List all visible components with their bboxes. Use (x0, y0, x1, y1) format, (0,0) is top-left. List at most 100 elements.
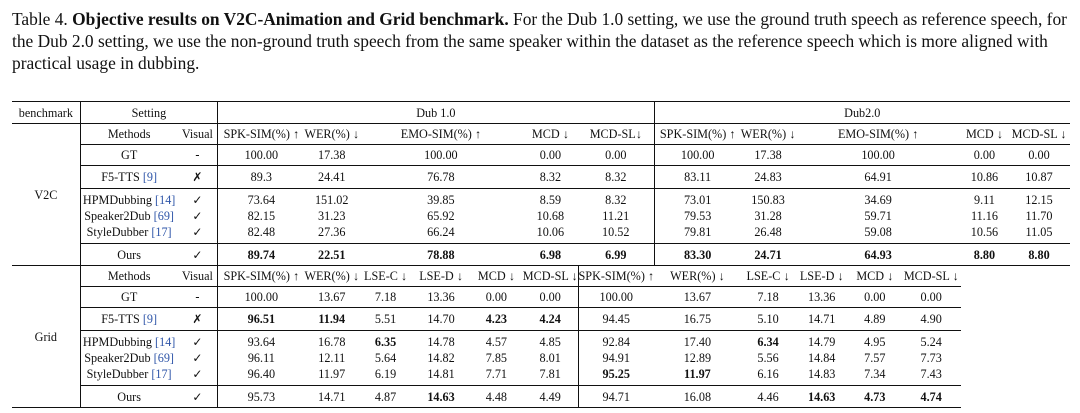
visual-mark: ✗ (177, 165, 219, 189)
value-cell: 4.89 (848, 307, 902, 331)
value-cell: 6.19 (358, 366, 413, 386)
citation-link[interactable]: [14] (155, 335, 176, 349)
value-cell: 6.99 (578, 243, 655, 266)
value-cell: 89.74 (217, 243, 305, 266)
method-label: Ours (117, 247, 141, 262)
value-cell: 6.98 (522, 243, 579, 266)
citation-link[interactable]: [9] (142, 312, 158, 326)
caption-body: For the Dub 1.0 setting, we use the grou… (12, 9, 1067, 73)
value-cell: 65.92 (427, 209, 455, 223)
method-label: GT (121, 148, 138, 162)
citation-link[interactable]: [69] (153, 351, 174, 365)
value-cell: 8.32 (578, 165, 655, 189)
value-cell: 7.18 (358, 286, 413, 308)
value-cell: 7.71 (469, 366, 523, 386)
v2c-columns-row: V2C Methods Visual SPK-SIM(%) ↑ WER(%) ↓ EMO-… (12, 123, 1070, 266)
method-label: Ours (117, 389, 141, 404)
v2c-col-10: MCD ↓ (960, 123, 1008, 145)
method-label: GT (121, 290, 138, 304)
value-cell: 17.38 (304, 144, 359, 166)
value-cell: 6.16 (740, 366, 796, 386)
visual-mark: - (177, 286, 219, 308)
grid-col-11: LSE-D ↓ (795, 265, 849, 287)
value-cell: 6.35 (374, 335, 397, 349)
value-cell: 0.00 (848, 286, 902, 308)
table-row: F5-TTS [9] ✗ 89.3 24.41 76.78 8.32 8.32 83.11 24… (12, 165, 1070, 189)
method-name: HPMDubbing [14] (80, 189, 177, 209)
v2c-col-4: EMO-SIM(%) ↑ (358, 123, 523, 145)
value-cell: 8.32 (578, 188, 655, 208)
value-cell: 79.53 (683, 209, 712, 223)
citation-link[interactable]: [69] (153, 209, 174, 223)
value-cell: 64.93 (795, 243, 961, 266)
value-cell: 82.15 (247, 209, 276, 223)
value-cell: 0.00 (1008, 144, 1070, 166)
table-row: GT -100.00 13.67 7.18 13.36 0.00 0.00 100.00 13.… (12, 286, 1070, 308)
value-cell: 59.71 (864, 209, 892, 223)
table-row: GT -100.00 17.38 100.00 0.00 0.00 100.00 17.38 1… (12, 144, 1070, 166)
grid-columns-row: Grid Methods Visual SPK-SIM(%) ↑ WER(%) ↓ LSE… (12, 265, 1070, 408)
visual-mark: ✓ (177, 188, 219, 208)
value-cell: 100.00 (795, 144, 961, 166)
grid-col-9: WER(%) ↓ (654, 265, 741, 287)
value-cell: 78.88 (358, 243, 523, 266)
value-cell: 64.91 (795, 165, 961, 189)
value-cell: 16.78 (318, 335, 346, 349)
value-cell: 11.70 (1025, 209, 1053, 223)
value-cell: 4.48 (469, 385, 523, 408)
value-cell: 96.51 (217, 307, 305, 331)
value-cell: 14.81 (412, 366, 470, 386)
value-cell: 100.00 (217, 286, 305, 308)
v2c-col-11: MCD-SL ↓ (1008, 123, 1070, 145)
value-cell: 4.73 (848, 385, 902, 408)
v2c-col-5: MCD ↓ (522, 123, 579, 145)
value-cell: 6.34 (757, 335, 779, 349)
value-cell: 13.36 (795, 286, 849, 308)
value-cell: 22.51 (304, 243, 359, 266)
citation-link[interactable]: [9] (142, 170, 158, 184)
value-cell: 83.30 (654, 243, 741, 266)
value-cell: 0.00 (522, 144, 579, 166)
value-cell: 4.87 (358, 385, 413, 408)
citation-link[interactable]: [17] (151, 367, 172, 381)
value-cell: 66.24 (358, 224, 523, 244)
value-cell: 7.73 (920, 351, 942, 365)
method-name: Speaker2Dub [69] (80, 208, 177, 224)
value-cell: 8.32 (522, 165, 579, 189)
table-row: HPMDubbing [14] ✓ 73.64 151.02 39.85 8.59 8.32… (12, 188, 1070, 209)
grid-col-visual: Visual (177, 265, 219, 287)
table-caption: Table 4. Objective results on V2C-Animat… (12, 8, 1070, 74)
caption-prefix: Table 4. (12, 9, 68, 29)
value-cell: 4.90 (901, 307, 961, 331)
value-cell: 150.83 (751, 193, 785, 207)
value-cell: 14.63 (412, 385, 470, 408)
value-cell: 95.25 (578, 366, 655, 386)
citation-link[interactable]: [14] (155, 193, 176, 207)
results-table: benchmark Setting Dub 1.0 Dub2.0 V2C Methods V… (12, 102, 1070, 408)
v2c-col-visual: Visual (177, 123, 219, 145)
visual-mark: ✓ (177, 350, 219, 366)
grid-col-3: WER(%) ↓ (304, 265, 359, 287)
value-cell: 10.52 (578, 224, 655, 244)
value-cell: 5.24 (920, 335, 942, 349)
value-cell: 24.41 (304, 165, 359, 189)
value-cell: 7.43 (901, 366, 961, 386)
table-row: HPMDubbing [14] ✓ 93.64 16.78 6.35 14.78 4.57 4… (12, 330, 1070, 350)
table-row: F5-TTS [9] ✗ 96.51 11.94 5.51 14.70 4.23 4.24 94… (12, 307, 1070, 331)
visual-mark: ✓ (177, 385, 219, 408)
value-cell: 7.57 (864, 351, 886, 365)
value-cell: 76.78 (358, 165, 523, 189)
value-cell: 4.95 (864, 335, 886, 349)
value-cell: 34.69 (864, 193, 892, 207)
value-cell: 10.68 (536, 209, 565, 223)
grid-benchmark-label: Grid (12, 265, 81, 408)
value-cell: 11.16 (970, 209, 998, 223)
value-cell: 95.73 (217, 385, 305, 408)
value-cell: 16.75 (654, 307, 741, 331)
value-cell: 8.59 (539, 193, 562, 207)
grid-col-5: LSE-D ↓ (412, 265, 470, 287)
value-cell: 4.46 (740, 385, 796, 408)
v2c-col-9: EMO-SIM(%) ↑ (795, 123, 961, 145)
citation-link[interactable]: [17] (151, 225, 172, 239)
value-cell: 9.11 (973, 193, 995, 207)
